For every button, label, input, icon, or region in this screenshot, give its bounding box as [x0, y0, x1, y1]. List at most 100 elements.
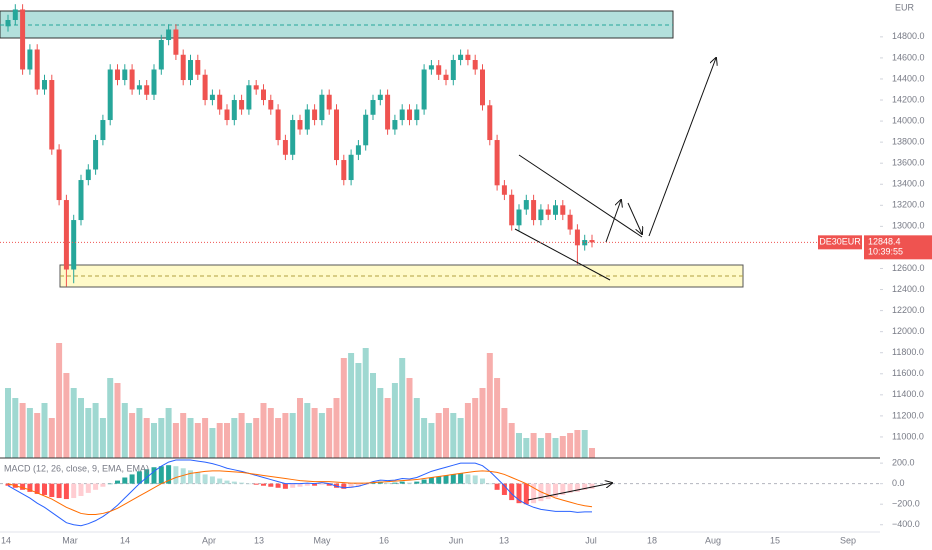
volume-bar [384, 398, 391, 458]
candle-body [589, 240, 595, 243]
candle-body [501, 185, 507, 195]
volume-bar [253, 418, 260, 458]
macd-histogram-bar [268, 483, 274, 487]
demand-zone [59, 264, 744, 288]
volume-bar [494, 378, 501, 458]
macd-histogram-bar [436, 476, 442, 484]
candle-body [85, 169, 91, 181]
x-tick-label: Apr [202, 535, 216, 545]
candle-body [20, 9, 26, 70]
macd-histogram-bar [34, 483, 40, 494]
y-tick-label: 11000.0 [892, 431, 924, 441]
macd-histogram-bar [501, 483, 507, 495]
volume-bar [56, 343, 63, 458]
candle-body [407, 109, 412, 121]
y-tick-label: 13000.0 [892, 221, 925, 231]
macd-histogram-bar [253, 483, 259, 485]
candle-body [509, 194, 515, 226]
volume-bar [545, 433, 552, 458]
volume-bar [121, 403, 128, 458]
candle-body [180, 54, 186, 81]
candle-body [523, 200, 529, 210]
volume-bar [26, 408, 33, 458]
volume-bar [443, 408, 449, 458]
candle-body [443, 74, 449, 81]
volume-bar [362, 348, 369, 458]
volume-bar [348, 353, 355, 458]
candle-body [173, 29, 179, 55]
volume-bar [311, 408, 318, 458]
volume-bar [231, 418, 238, 458]
volume-bar [297, 398, 303, 458]
y-tick-label: 14600.0 [892, 52, 925, 62]
x-tick-label: 14 [120, 535, 130, 545]
macd-line [7, 459, 592, 527]
candle-body [275, 109, 281, 141]
channel-line [518, 154, 643, 238]
macd-histogram-bar [399, 481, 405, 484]
candle-body [472, 60, 478, 70]
macd-histogram-bar [85, 483, 91, 493]
macd-histogram-bar [377, 481, 383, 484]
volume-bar [194, 423, 201, 458]
volume-bar [260, 403, 267, 458]
macd-histogram-bar [231, 481, 237, 484]
candle-body [261, 89, 266, 101]
volume-bar [245, 423, 252, 458]
candle-body [115, 69, 120, 81]
volume-bar [326, 408, 333, 458]
candle-body [231, 100, 237, 121]
candle-body [560, 205, 566, 215]
macd-histogram-bar [312, 483, 318, 486]
macd-histogram-bar [443, 475, 449, 484]
volume-bar [216, 423, 223, 458]
candle-body [166, 29, 172, 41]
macd-histogram-bar [574, 483, 580, 492]
x-tick-label: 18 [647, 535, 657, 545]
macd-histogram-bar [421, 479, 427, 484]
candle-body [392, 120, 398, 130]
macd-histogram-bar [261, 483, 266, 486]
volume-bar [92, 403, 99, 458]
y-tick-label: 13200.0 [892, 200, 925, 210]
volume-bar [333, 398, 340, 458]
macd-histogram-bar [188, 470, 193, 484]
macd-histogram-bar [560, 483, 566, 495]
candle-body [355, 145, 361, 155]
candle-body [326, 94, 332, 110]
macd-histogram-bar [100, 483, 106, 487]
macd-histogram-bar [531, 483, 537, 504]
macd-histogram-bar [509, 483, 515, 501]
volume-bar [282, 413, 289, 458]
candle-body [239, 100, 245, 110]
macd-histogram-bar [5, 483, 11, 486]
price-tag [864, 235, 932, 260]
y-tick-label: 14800.0 [892, 31, 925, 41]
arrow [605, 200, 621, 243]
channel-line [514, 228, 611, 281]
volume-bar [275, 418, 282, 458]
volume-bar [589, 448, 595, 458]
volume-bar [34, 413, 41, 458]
candle-body [27, 49, 33, 70]
candle-body [421, 69, 427, 110]
candle-body [42, 80, 47, 90]
volume-bar [486, 353, 493, 458]
y-tick-label: 11600.0 [892, 368, 924, 378]
volume-bar [12, 398, 19, 458]
macd-histogram-bar [27, 483, 33, 492]
volume-bar [267, 408, 274, 458]
candle-body [363, 114, 369, 146]
macd-histogram-bar [458, 473, 464, 484]
macd-histogram-bar [151, 467, 157, 484]
macd-histogram-bar [158, 466, 164, 484]
macd-histogram-bar [173, 466, 179, 484]
arrow [527, 483, 612, 501]
x-tick-label: May [313, 535, 331, 545]
candle-body [151, 69, 157, 95]
volume-bar [530, 433, 537, 458]
macd-histogram-bar [450, 474, 456, 484]
y-tick-label: 14400.0 [892, 73, 925, 83]
volume-bar [559, 436, 566, 458]
